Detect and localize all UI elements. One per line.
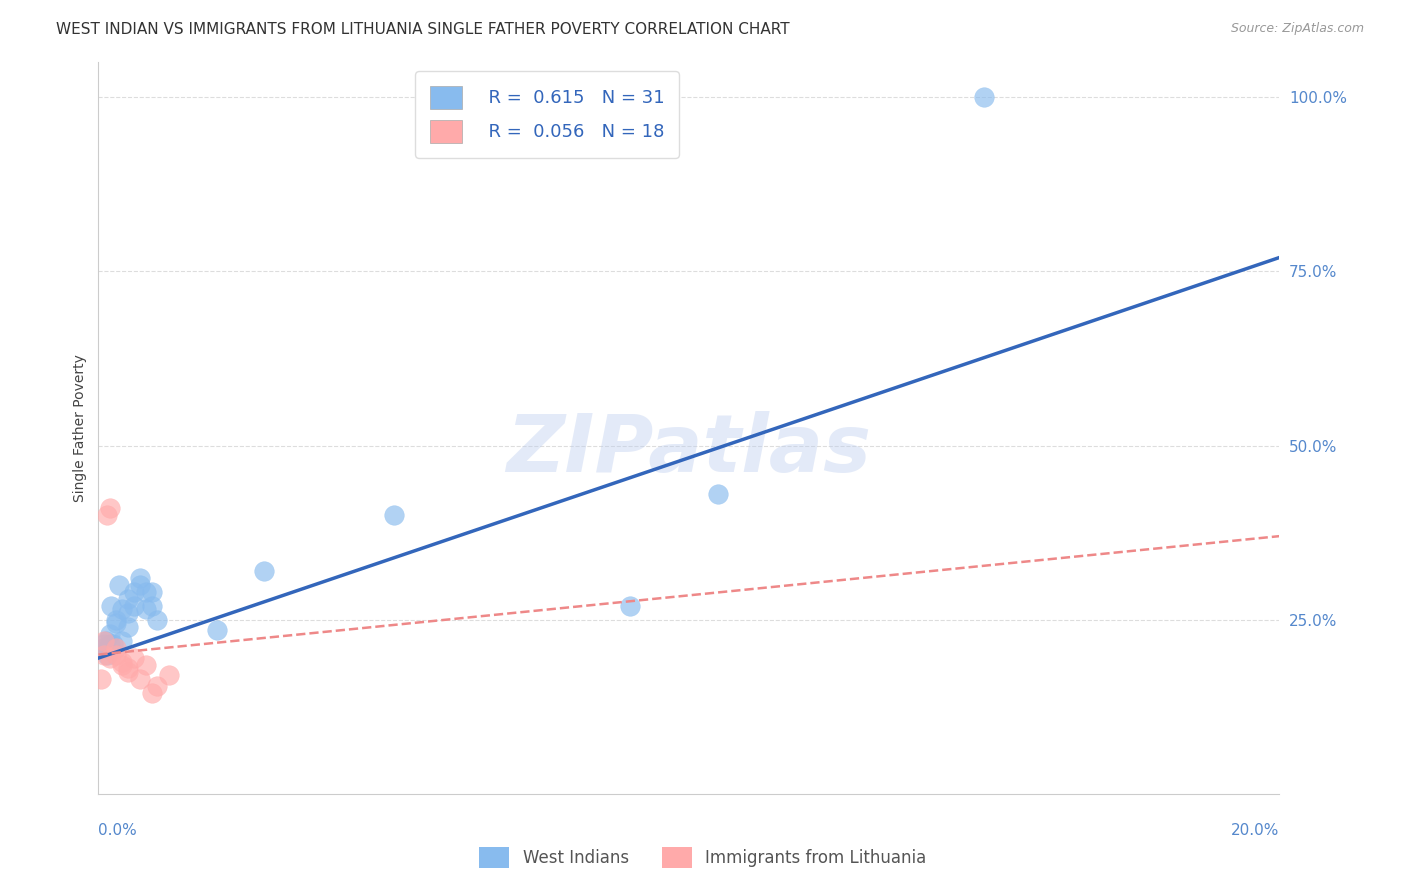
Point [382,508,405,523]
Point [135,658,157,673]
Point [91,640,114,655]
Point [111,602,134,616]
Point [100,599,122,613]
Text: Source: ZipAtlas.com: Source: ZipAtlas.com [1230,22,1364,36]
Point [135,602,157,616]
Point [117,606,139,620]
Legend: West Indians, Immigrants from Lithuania: West Indians, Immigrants from Lithuania [472,840,934,875]
Point [111,655,134,669]
Y-axis label: Single Father Poverty: Single Father Poverty [73,354,87,502]
Point [128,578,150,592]
Text: 0.0%: 0.0% [98,823,138,838]
Point [103,637,125,651]
Point [122,651,145,665]
Text: ZIPatlas: ZIPatlas [506,411,872,489]
Point [128,672,150,686]
Point [98,501,121,516]
Point [93,648,115,662]
Point [117,661,139,675]
Point [117,665,139,679]
Point [122,599,145,613]
Point [105,616,128,631]
Point [111,633,134,648]
Point [98,651,121,665]
Point [93,633,115,648]
Point [128,571,150,585]
Point [90,672,112,686]
Point [105,640,128,655]
Point [111,658,134,673]
Point [98,637,121,651]
Point [205,623,228,637]
Legend:   R =  0.615   N = 31,   R =  0.056   N = 18: R = 0.615 N = 31, R = 0.056 N = 18 [416,71,679,158]
Point [96,508,118,523]
Point [105,613,128,627]
Point [141,585,163,599]
Point [141,599,163,613]
Text: WEST INDIAN VS IMMIGRANTS FROM LITHUANIA SINGLE FATHER POVERTY CORRELATION CHART: WEST INDIAN VS IMMIGRANTS FROM LITHUANIA… [56,22,790,37]
Point [619,599,641,613]
Point [253,564,276,578]
Point [117,591,139,606]
Point [98,626,121,640]
Point [122,585,145,599]
Point [707,487,730,501]
Point [146,613,169,627]
Point [105,648,128,662]
Point [117,620,139,634]
Point [135,585,157,599]
Point [146,679,169,693]
Point [96,648,118,662]
Point [93,637,115,651]
Point [973,90,995,104]
Text: 20.0%: 20.0% [1232,823,1279,838]
Point [157,668,180,682]
Point [108,578,131,592]
Point [141,686,163,700]
Point [94,633,117,648]
